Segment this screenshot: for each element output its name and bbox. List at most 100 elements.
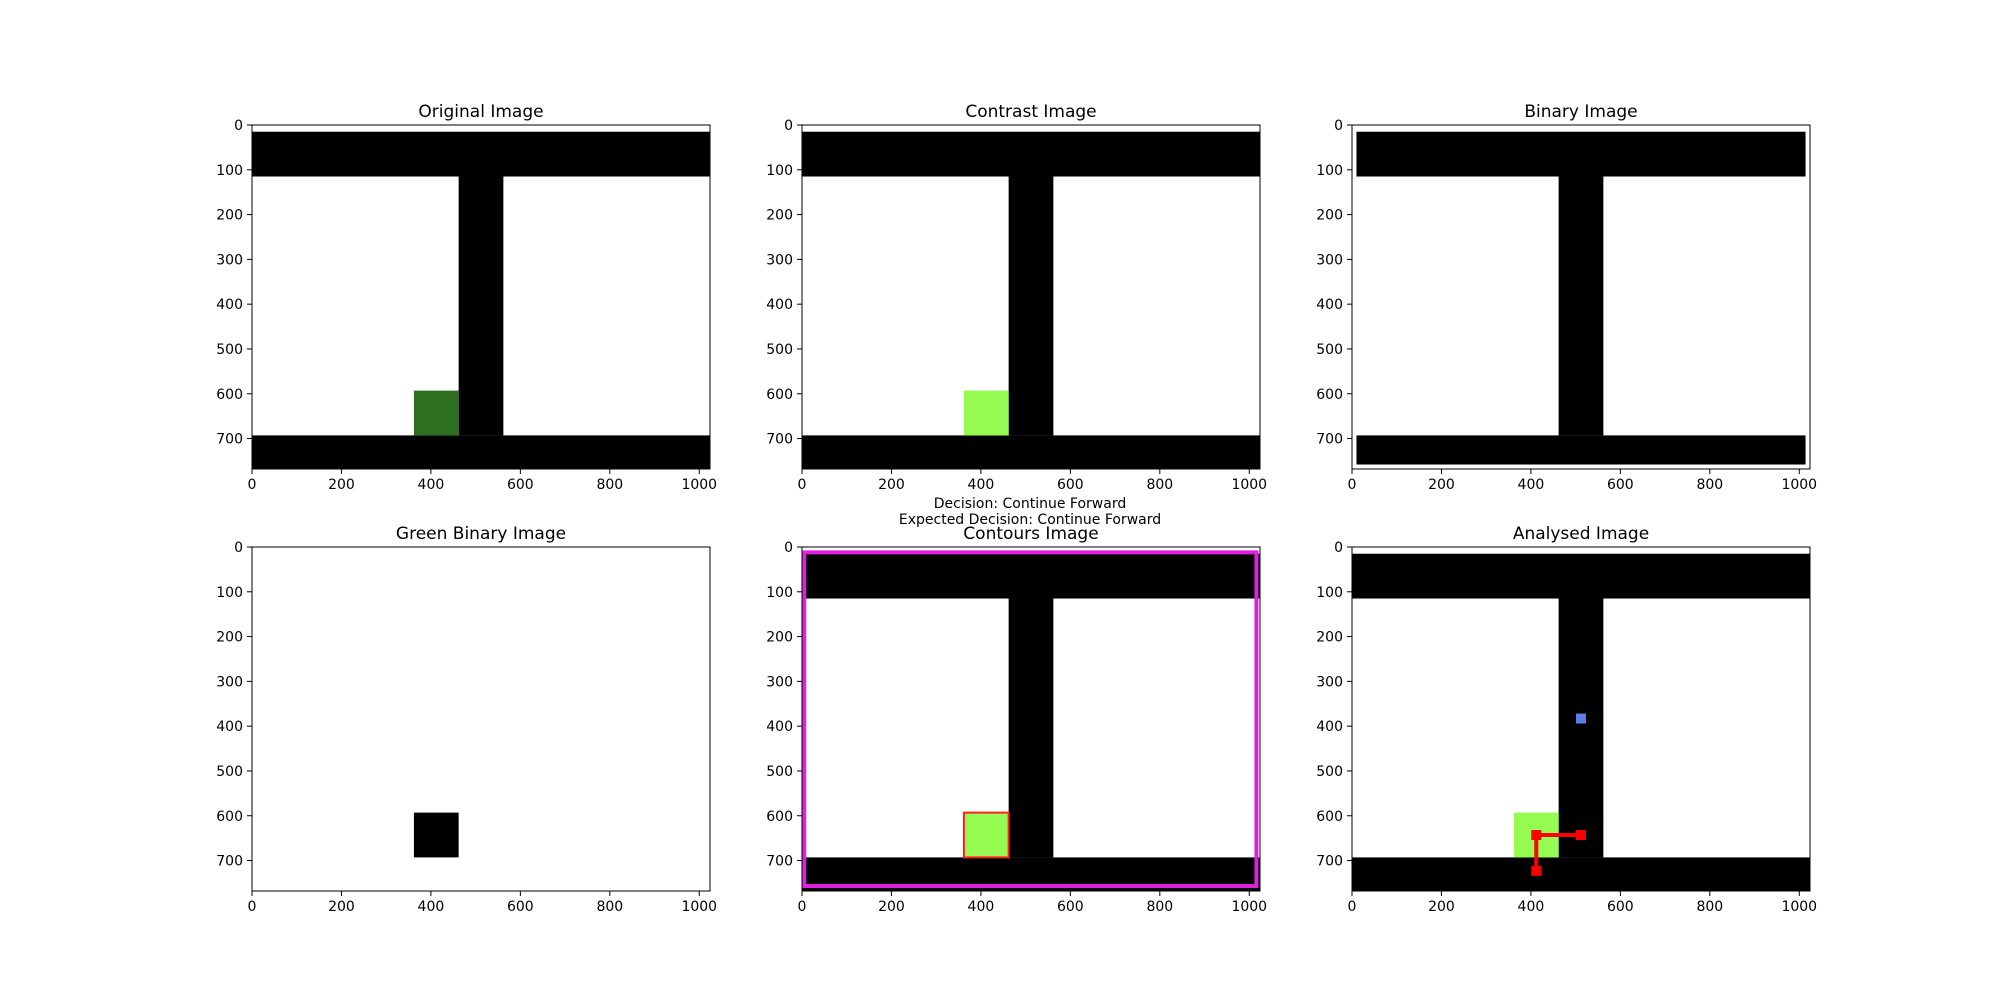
analysed-image-point-marker — [1576, 713, 1586, 724]
green-binary-image-ytick-label: 200 — [216, 630, 243, 646]
contours-image-ytick-label: 500 — [766, 764, 793, 780]
original-image-xtick-label: 0 — [248, 477, 257, 493]
analysed-image-region — [1352, 553, 1810, 599]
original-image-xtick-label: 400 — [418, 477, 445, 493]
analysed-image-point-marker — [1531, 865, 1542, 876]
contrast-image-ytick-label: 700 — [766, 432, 793, 448]
green-binary-image-ytick-label: 100 — [216, 585, 243, 601]
contrast-image-ytick-label: 100 — [766, 163, 793, 179]
analysed-image-ytick-label: 0 — [1334, 540, 1343, 556]
binary-image-ytick-label: 400 — [1316, 297, 1343, 313]
contrast-image-ytick-label: 200 — [766, 208, 793, 224]
original-image-title: Original Image — [418, 102, 543, 122]
original-image-ytick-label: 300 — [216, 252, 243, 268]
original-image-ytick-label: 600 — [216, 387, 243, 403]
contrast-image-ytick-label: 0 — [784, 118, 793, 134]
original-image-ytick-label: 400 — [216, 297, 243, 313]
original-image-ytick-label: 700 — [216, 432, 243, 448]
analysed-image-region — [1352, 857, 1810, 891]
analysed-image-ytick-label: 100 — [1316, 585, 1343, 601]
contrast-image-xtick-label: 1000 — [1231, 477, 1267, 493]
contrast-image-region — [1008, 176, 1054, 436]
contours-image-ytick-label: 100 — [766, 585, 793, 601]
green-binary-image-xtick-label: 800 — [596, 899, 623, 915]
binary-image-panel: Binary Image 0 200 400 600 800 1000 0 100 200 300 4… — [1316, 102, 1817, 493]
binary-image-xtick-label: 800 — [1696, 477, 1723, 493]
original-image-ytick-label: 500 — [216, 342, 243, 358]
original-image-ytick-label: 100 — [216, 163, 243, 179]
contours-image-xtick-label: 200 — [878, 899, 905, 915]
original-image-region — [252, 435, 710, 469]
contrast-image-xtick-label: 200 — [878, 477, 905, 493]
green-binary-image-ytick-label: 400 — [216, 719, 243, 735]
green-binary-image-region — [413, 812, 459, 858]
binary-image-title: Binary Image — [1524, 102, 1637, 122]
contours-image-ytick-label: 0 — [784, 540, 793, 556]
expected-decision-text: Expected Decision: Continue Forward — [898, 512, 1162, 528]
analysed-image-ytick-label: 200 — [1316, 630, 1343, 646]
contrast-image-xtick-label: 800 — [1146, 477, 1173, 493]
contours-image-ytick-label: 400 — [766, 719, 793, 735]
contrast-image-region — [802, 131, 1260, 177]
original-image-frame — [251, 124, 711, 470]
contours-image-ytick-label: 600 — [766, 809, 793, 825]
contours-image-frame — [801, 546, 1261, 892]
green-binary-image-ytick-label: 600 — [216, 809, 243, 825]
binary-image-ytick-label: 200 — [1316, 208, 1343, 224]
original-image-ytick-label: 200 — [216, 208, 243, 224]
green-binary-image-ytick-label: 500 — [216, 764, 243, 780]
binary-image-xtick-label: 1000 — [1781, 477, 1817, 493]
contours-image-contour — [962, 811, 1010, 859]
original-image-xtick-label: 1000 — [681, 477, 717, 493]
contrast-image-xtick-label: 600 — [1057, 477, 1084, 493]
analysed-image-frame — [1351, 546, 1811, 892]
green-binary-image-xtick-label: 0 — [248, 899, 257, 915]
analysed-image-xtick-label: 1000 — [1781, 899, 1817, 915]
binary-image-ytick-label: 500 — [1316, 342, 1343, 358]
binary-image-region — [1558, 176, 1604, 436]
contours-image-xtick-label: 400 — [968, 899, 995, 915]
analysed-image-ytick-label: 500 — [1316, 764, 1343, 780]
analysed-image-point-marker — [1576, 830, 1586, 841]
green-binary-image-ytick-label: 300 — [216, 674, 243, 690]
contrast-image-ytick-label: 400 — [766, 297, 793, 313]
contrast-image-region — [802, 435, 1260, 469]
contrast-image-title: Contrast Image — [965, 102, 1096, 122]
contours-image-xtick-label: 0 — [798, 899, 807, 915]
contours-image-region — [963, 812, 1009, 858]
contours-image-ytick-label: 700 — [766, 854, 793, 870]
green-binary-image-xtick-label: 200 — [328, 899, 355, 915]
analysed-image-xtick-label: 800 — [1696, 899, 1723, 915]
contours-image-contour — [802, 550, 1259, 889]
contrast-image-region — [963, 390, 1009, 436]
original-image-ytick-label: 0 — [234, 118, 243, 134]
binary-image-xtick-label: 600 — [1607, 477, 1634, 493]
analysed-image-point-marker — [1531, 830, 1542, 841]
contours-image-panel: Contours Image 0 200 400 600 800 1000 0 100 200 30… — [766, 524, 1267, 915]
contrast-image-xtick-label: 0 — [798, 477, 807, 493]
analysed-image-region — [1558, 598, 1604, 858]
contours-image-region — [1008, 598, 1054, 858]
original-image-panel: Original Image 0 200 400 600 800 1000 0 100 200 30… — [216, 102, 717, 493]
analysed-image-ytick-label: 400 — [1316, 719, 1343, 735]
contours-image-title: Contours Image — [963, 524, 1098, 544]
analysed-image-ytick-label: 700 — [1316, 854, 1343, 870]
binary-image-region — [1356, 131, 1806, 177]
analysed-image-xtick-label: 0 — [1348, 899, 1357, 915]
green-binary-image-ytick-label: 0 — [234, 540, 243, 556]
contrast-image-ytick-label: 300 — [766, 252, 793, 268]
contrast-image-frame — [801, 124, 1261, 470]
binary-image-xtick-label: 400 — [1518, 477, 1545, 493]
binary-image-ytick-label: 300 — [1316, 252, 1343, 268]
contrast-image-ytick-label: 500 — [766, 342, 793, 358]
contours-image-region — [802, 553, 1260, 599]
analysed-image-panel: Analysed Image 0 200 400 600 800 1000 0 100 200 30… — [1316, 524, 1817, 915]
green-binary-image-xtick-label: 1000 — [681, 899, 717, 915]
analysed-image-xtick-label: 200 — [1428, 899, 1455, 915]
original-image-xtick-label: 200 — [328, 477, 355, 493]
binary-image-ytick-label: 600 — [1316, 387, 1343, 403]
green-binary-image-ytick-label: 700 — [216, 854, 243, 870]
contours-image-ytick-label: 300 — [766, 674, 793, 690]
green-binary-image-background — [252, 547, 710, 891]
